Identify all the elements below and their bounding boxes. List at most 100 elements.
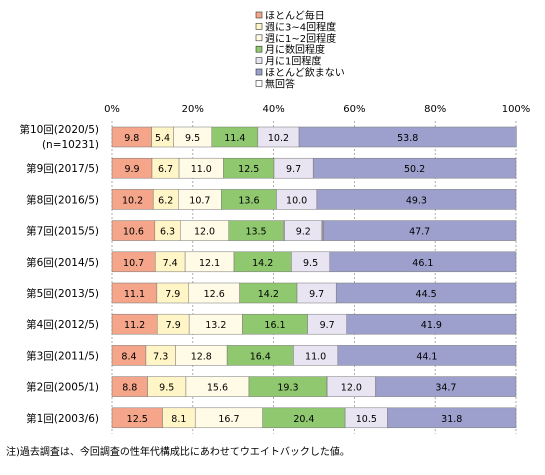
legend-swatch	[255, 34, 263, 42]
bar-row: 10.7 7.4 12.1 14.2 9.5 46.1	[111, 251, 517, 273]
data-label: 34.7	[435, 383, 456, 394]
data-label: 6.3	[160, 227, 175, 238]
data-label: 6.2	[158, 195, 173, 206]
data-label: 11.0	[305, 351, 326, 362]
category-label: 第1回(2003/6)	[26, 412, 99, 425]
x-tick-label: 100%	[502, 104, 531, 115]
data-label: 50.2	[404, 164, 425, 175]
data-label: 12.1	[199, 258, 220, 269]
data-label: 10.2	[122, 195, 143, 206]
legend-label: 無回答	[265, 77, 295, 90]
legend-swatch	[255, 11, 263, 19]
x-tick-label: 0%	[104, 104, 120, 115]
bar-segment	[323, 220, 517, 241]
bar-segment	[346, 313, 517, 335]
data-label: 11.0	[191, 164, 212, 175]
data-label: 9.7	[309, 289, 324, 300]
bar-row: 11.2 7.9 13.2 16.1 9.7 41.9	[111, 313, 517, 335]
x-tick-label: 40%	[262, 104, 284, 115]
legend-label: ほとんど毎日	[265, 9, 325, 22]
data-label: 12.5	[127, 414, 148, 425]
data-label: 46.1	[412, 258, 433, 269]
data-label: 11.1	[124, 289, 145, 300]
data-label: 10.7	[189, 195, 210, 206]
data-label: 10.0	[286, 195, 307, 206]
x-tick-label: 20%	[182, 104, 204, 115]
data-label: 44.5	[416, 289, 437, 300]
legend-swatch	[255, 80, 263, 87]
data-label: 19.3	[277, 383, 298, 394]
data-label: 12.8	[191, 351, 212, 362]
data-label: 53.8	[397, 133, 418, 144]
footnote: 注)過去調査は、今回調査の性年代構成比にあわせてウエイトバックした値。	[6, 445, 350, 458]
data-label: 11.2	[124, 320, 145, 331]
data-label: 15.6	[207, 383, 228, 394]
bar-segment	[316, 189, 517, 210]
category-label: 第9回(2017/5)	[26, 162, 99, 175]
data-label: 8.4	[121, 351, 136, 362]
data-label: 7.9	[165, 289, 180, 300]
legend-swatch	[255, 45, 263, 53]
legend-swatch	[255, 68, 263, 76]
data-label: 13.6	[238, 195, 259, 206]
data-label: 47.7	[409, 227, 430, 238]
data-label: 9.2	[296, 227, 311, 238]
category-label: 第6回(2014/5)	[26, 256, 99, 269]
data-label: 9.7	[320, 320, 335, 331]
data-label: 12.5	[238, 164, 259, 175]
data-label: 9.8	[124, 133, 139, 144]
data-label: 44.1	[416, 351, 437, 362]
bar-segment	[335, 282, 517, 304]
data-label: 7.9	[166, 320, 181, 331]
category-label: 第3回(2011/5)	[26, 349, 99, 362]
legend-swatch	[255, 57, 263, 64]
category-sublabel: (n=10231)	[42, 139, 99, 151]
data-label: 11.4	[224, 133, 245, 144]
bar-row: 9.9 6.7 11.0 12.5 9.7 50.2	[111, 157, 517, 179]
data-label: 16.4	[250, 351, 271, 362]
category-labels: 第10回(2020/5) (n=10231) 第9回(2017/5) 第8回(2016…	[20, 123, 100, 425]
data-label: 8.1	[171, 414, 186, 425]
bar-segment	[329, 251, 517, 273]
legend-label: ほとんど飲まない	[265, 66, 345, 79]
data-label: 16.1	[264, 320, 285, 331]
category-label: 第5回(2013/5)	[26, 287, 99, 300]
bar-segment	[337, 345, 517, 366]
category-label: 第8回(2016/5)	[26, 193, 99, 206]
legend-label: 週に3~4回程度	[265, 20, 336, 33]
data-label: 49.3	[406, 195, 427, 206]
legend-label: 週に1~2回程度	[265, 32, 336, 45]
category-label: 第4回(2012/5)	[26, 318, 99, 331]
bar-row: 8.4 7.3 12.8 16.4 11.0 44.1	[111, 345, 517, 366]
bars: 9.8 5.4 9.5 11.4 10.2 53.8 9.9 6.7 11.0 12.5 9.7 50…	[111, 126, 517, 429]
data-label: 10.5	[356, 414, 377, 425]
bar-segment	[312, 157, 517, 179]
bar-segment	[375, 376, 517, 397]
data-label: 9.9	[124, 164, 139, 175]
data-label: 10.6	[123, 227, 144, 238]
data-label: 14.2	[258, 289, 279, 300]
data-label: 16.7	[218, 414, 239, 425]
data-label: 7.4	[163, 258, 178, 269]
category-label: 第10回(2020/5)	[20, 123, 100, 136]
legend: ほとんど毎日週に3~4回程度週に1~2回程度月に数回程度月に1回程度ほとんど飲ま…	[255, 9, 345, 90]
data-label: 31.8	[441, 414, 462, 425]
data-label: 9.7	[286, 164, 301, 175]
data-label: 13.5	[245, 227, 266, 238]
data-label: 12.0	[341, 383, 362, 394]
legend-label: 月に数回程度	[265, 43, 325, 56]
data-label: 10.2	[268, 133, 289, 144]
legend-swatch	[255, 23, 263, 30]
data-label: 7.3	[153, 351, 168, 362]
data-label: 8.8	[122, 383, 137, 394]
data-label: 5.4	[155, 133, 170, 144]
bar-row: 9.8 5.4 9.5 11.4 10.2 53.8	[111, 126, 517, 148]
category-label: 第7回(2015/5)	[26, 225, 99, 238]
bar-row: 11.1 7.9 12.6 14.2 9.7 44.5	[111, 282, 517, 304]
data-label: 14.2	[252, 258, 273, 269]
data-label: 9.5	[185, 133, 200, 144]
data-label: 41.9	[421, 320, 442, 331]
x-axis-ticks: 0% 20% 40% 60% 80% 100%	[104, 104, 530, 115]
legend-label: 月に1回程度	[265, 55, 321, 68]
category-label: 第2回(2005/1)	[26, 381, 99, 394]
